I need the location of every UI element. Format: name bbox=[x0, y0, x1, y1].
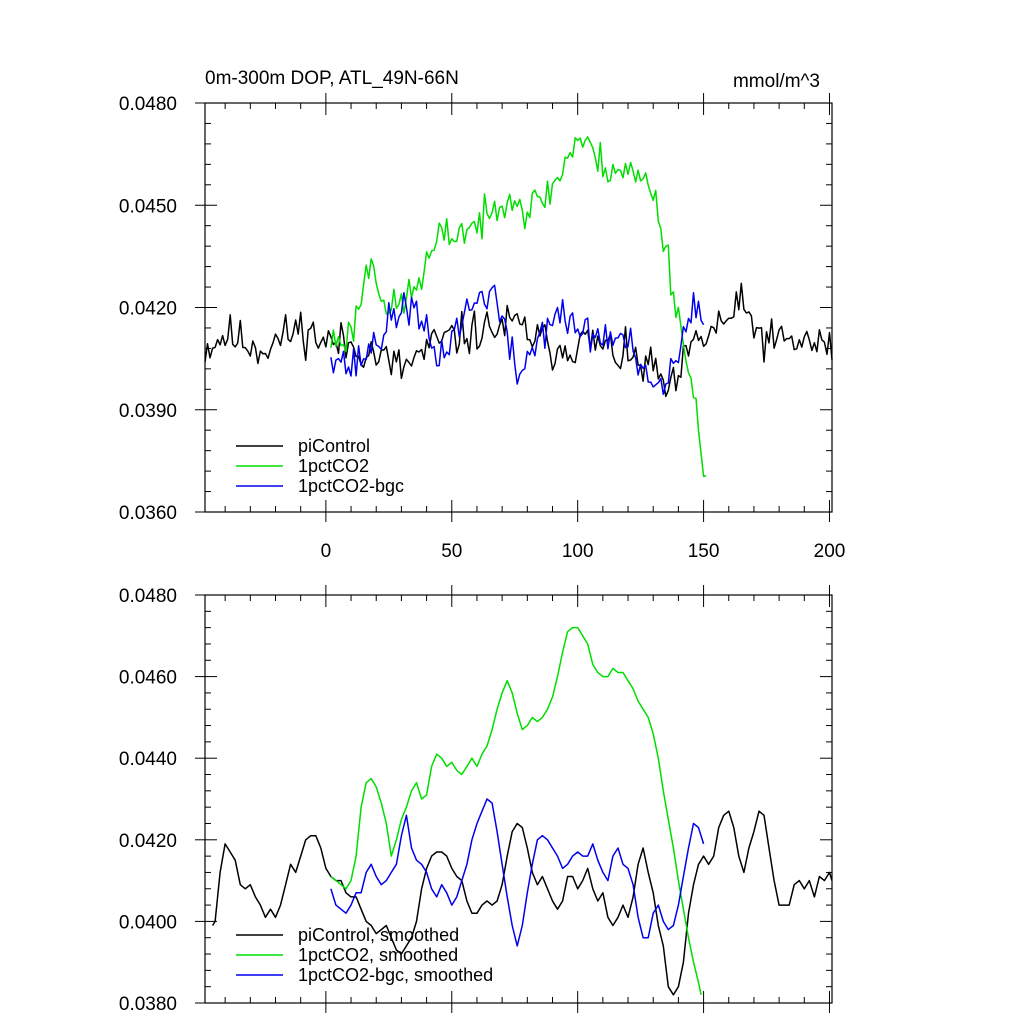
bottom-panel: 0.0380 0.0400 0.0420 0.0440 0.0460 0.0480 piCo… bbox=[119, 585, 833, 1015]
legend-label: 1pctCO2, smoothed bbox=[298, 945, 458, 965]
y-tick-label: 0.0380 bbox=[119, 994, 177, 1015]
y-tick-label: 0.0480 bbox=[119, 94, 177, 115]
series-line-1pctco2 bbox=[330, 136, 707, 478]
series-line-1pctco2-smoothed bbox=[330, 626, 702, 995]
legend-label: piControl, smoothed bbox=[298, 925, 459, 945]
x-tick-label: 100 bbox=[562, 541, 594, 562]
series-line-picontrol-smoothed bbox=[211, 810, 833, 996]
plot-frame bbox=[204, 594, 833, 1004]
x-tick-label: 150 bbox=[688, 541, 720, 562]
y-tick-label: 0.0400 bbox=[119, 912, 177, 933]
series-line-1pctco2-bgc bbox=[330, 284, 705, 395]
y-tick-label: 0.0420 bbox=[119, 299, 177, 320]
legend-label: 1pctCO2 bbox=[298, 456, 369, 476]
units-label: mmol/m^3 bbox=[733, 71, 820, 92]
y-tick-label: 0.0420 bbox=[119, 831, 177, 852]
x-tick-label: 0 bbox=[321, 541, 332, 562]
top-panel: 0m-300m DOP, ATL_49N-66N mmol/m^3 0.0360… bbox=[119, 68, 845, 562]
legend-label: piControl bbox=[298, 436, 370, 456]
series-line-picontrol bbox=[204, 282, 833, 398]
chart-title: 0m-300m DOP, ATL_49N-66N bbox=[205, 68, 459, 89]
y-tick-label: 0.0360 bbox=[119, 503, 177, 524]
y-tick-label: 0.0480 bbox=[119, 586, 177, 607]
series-line-1pctco2-bgc-smoothed bbox=[330, 798, 705, 947]
legend-label: 1pctCO2-bgc bbox=[298, 476, 404, 496]
x-tick-label: 200 bbox=[814, 541, 846, 562]
y-tick-label: 0.0440 bbox=[119, 749, 177, 770]
legend-label: 1pctCO2-bgc, smoothed bbox=[298, 965, 493, 985]
y-tick-label: 0.0390 bbox=[119, 401, 177, 422]
y-tick-label: 0.0450 bbox=[119, 196, 177, 217]
y-tick-label: 0.0460 bbox=[119, 668, 177, 689]
x-tick-label: 50 bbox=[441, 541, 462, 562]
